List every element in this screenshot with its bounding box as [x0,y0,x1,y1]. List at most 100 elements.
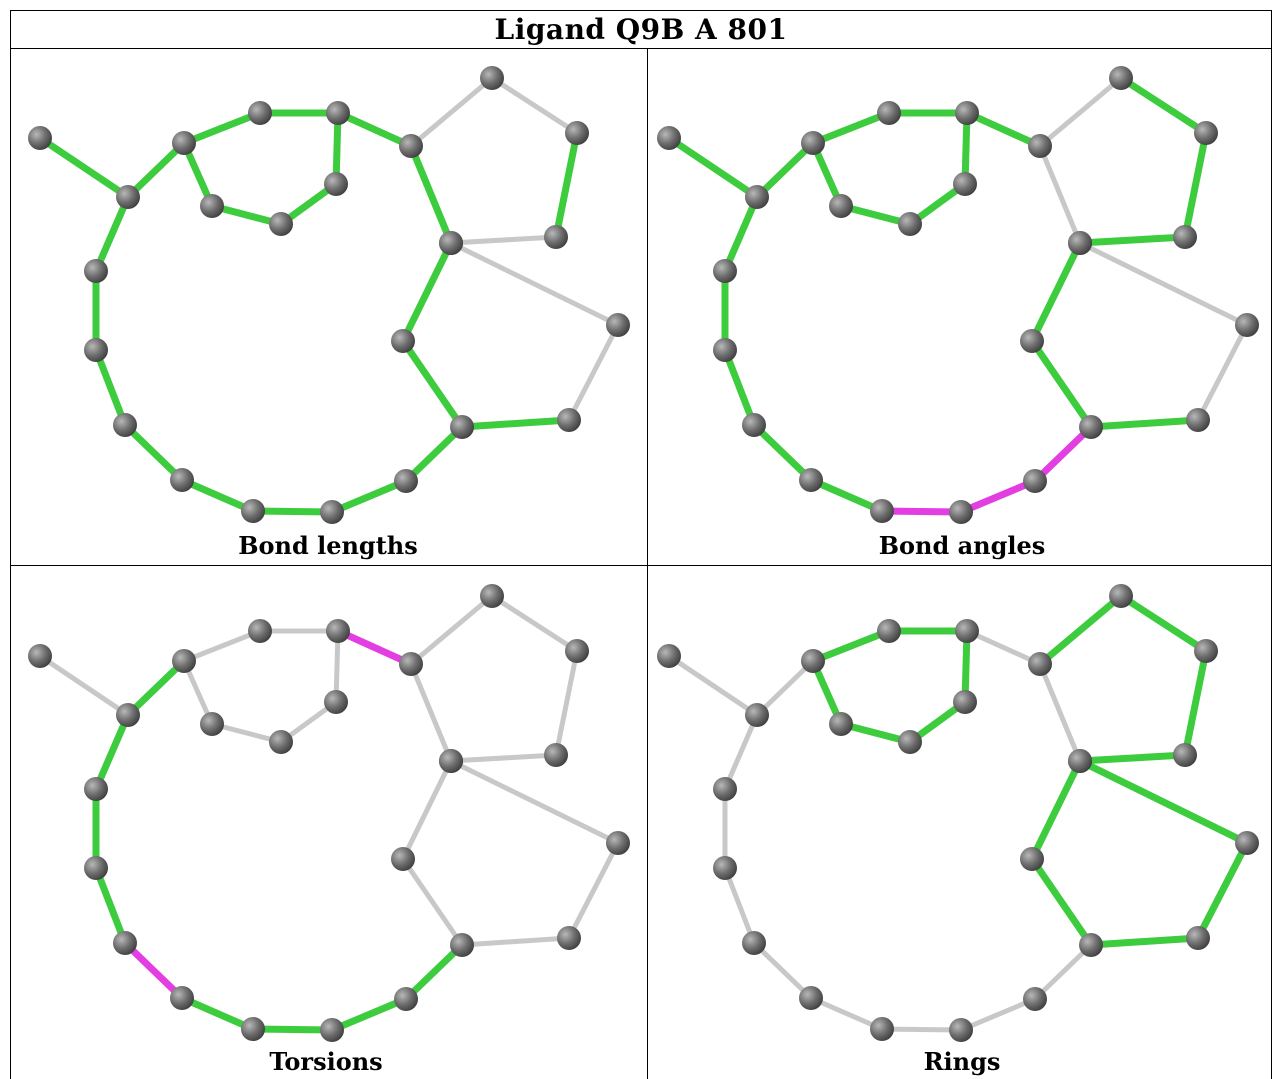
atom [657,644,681,668]
bond-green [665,134,761,201]
atom [320,500,344,524]
bond-green [402,941,466,1003]
atom [544,743,568,767]
atom [269,212,293,236]
bond-green [124,139,188,201]
bond-green [178,476,257,515]
atom [439,231,463,255]
panel-bond-angles [648,48,1272,565]
atom [480,584,504,608]
atom [116,185,140,209]
bond-green [1087,934,1202,949]
bond-green [1117,592,1210,655]
bond-gray [1195,322,1250,423]
atom [1020,847,1044,871]
bond-green [1028,757,1084,863]
bond-gray [1032,942,1094,1002]
atom [172,131,196,155]
bond-gray [408,593,495,667]
bond-green [1194,839,1251,942]
atom [949,1018,973,1042]
bond-gray [722,712,760,792]
bond-green [1181,647,1210,759]
bond-green [1117,74,1210,137]
atom [953,172,977,196]
molecule-bond-lengths [28,66,630,524]
atom [1186,926,1210,950]
atom [1109,584,1133,608]
atom [1173,743,1197,767]
bond-green [92,711,132,793]
bond-gray [1037,143,1083,246]
atom [955,101,979,125]
title-divider [10,48,1272,49]
atom [480,66,504,90]
atom [829,194,853,218]
atom [565,639,589,663]
caption-rings: Rings [923,1047,1001,1076]
bond-gray [566,840,621,941]
bond-green [552,129,581,241]
atom [745,703,769,727]
atom [713,338,737,362]
bond-green [721,346,758,429]
atom [248,619,272,643]
bond-green [36,134,132,201]
atom [1109,66,1133,90]
bond-green [328,477,410,516]
atom [898,730,922,754]
bond-green [1181,129,1210,241]
bond-green [407,142,455,247]
bond-gray [448,752,559,764]
bond-green [180,109,264,147]
bond-green [963,109,1044,150]
atom [1020,329,1044,353]
atom [1194,639,1218,663]
bond-gray [751,940,814,1001]
atom [713,777,737,801]
atom [713,856,737,880]
bond-green [1028,337,1095,431]
bond-green [809,627,893,665]
atom [1023,469,1047,493]
atom [399,134,423,158]
bond-green [249,507,336,516]
bond-green [178,994,257,1033]
bond-gray [448,758,621,846]
bond-gray [181,628,263,664]
report-frame [10,10,1272,1079]
atom [269,730,293,754]
atom [801,649,825,673]
atom [606,313,630,337]
panel-bond-lengths [10,48,647,565]
bond-green [1036,592,1125,668]
atom [1079,415,1103,439]
panel-torsions [10,566,647,1079]
atom [870,499,894,523]
bond-green [1028,239,1084,345]
atom [1194,121,1218,145]
atom [953,690,977,714]
atom [326,101,350,125]
atom [1235,831,1259,855]
bond-gray [566,322,621,423]
bond-gray [722,865,757,946]
bond-green [328,995,410,1034]
bond-gray [964,628,1043,667]
atom [557,408,581,432]
bond-green [121,421,186,484]
atom [1173,225,1197,249]
bond-gray [1037,661,1083,764]
bond-green [1076,233,1189,247]
atom [1235,313,1259,337]
atom [113,413,137,437]
atom [200,194,224,218]
bond-green [92,864,129,947]
bond-gray [1037,75,1124,149]
bond-green [458,416,573,431]
bond-gray [37,653,131,718]
bond-green [1076,757,1251,847]
bond-green [92,193,132,275]
atom [898,212,922,236]
bond-green [249,1025,336,1034]
